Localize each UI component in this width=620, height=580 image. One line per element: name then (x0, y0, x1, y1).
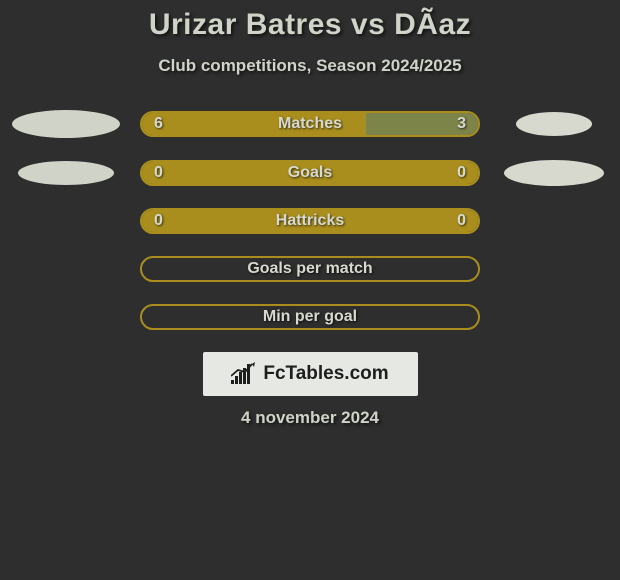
player2-ellipse (504, 160, 604, 186)
stat-value-right: 0 (457, 164, 466, 182)
stat-label: Hattricks (276, 212, 344, 230)
stat-value-left: 0 (154, 164, 163, 182)
stat-row: Min per goal (0, 304, 620, 330)
player2-ellipse (516, 112, 592, 136)
page-title: Urizar Batres vs DÃ­az (0, 8, 620, 42)
logo-box[interactable]: FcTables.com (203, 352, 418, 396)
date: 4 november 2024 (0, 408, 620, 428)
stat-value-left: 6 (154, 115, 163, 133)
stat-value-left: 0 (154, 212, 163, 230)
ellipse-slot-left (10, 161, 122, 185)
ellipse-slot-right (498, 160, 610, 186)
stat-row: 0 0 Hattricks (0, 208, 620, 234)
stat-bar: 0 0 Hattricks (140, 208, 480, 234)
stat-label: Goals (288, 164, 332, 182)
comparison-panel: Urizar Batres vs DÃ­az Club competitions… (0, 0, 620, 580)
stats-rows: 6 3 Matches 0 0 Goals 0 0 Hattricks Goals per mat… (0, 110, 620, 330)
ellipse-slot-left (10, 110, 122, 138)
stat-bar: Min per goal (140, 304, 480, 330)
logo-text: FcTables.com (263, 363, 388, 385)
stat-label: Matches (278, 115, 342, 133)
stat-bar: Goals per match (140, 256, 480, 282)
ellipse-slot-right (498, 112, 610, 136)
subtitle: Club competitions, Season 2024/2025 (0, 56, 620, 76)
stat-label: Min per goal (263, 308, 357, 326)
stat-value-right: 3 (457, 115, 466, 133)
stat-row: Goals per match (0, 256, 620, 282)
stat-label: Goals per match (247, 260, 372, 278)
stat-row: 6 3 Matches (0, 110, 620, 138)
stat-bar: 0 0 Goals (140, 160, 480, 186)
player1-ellipse (18, 161, 114, 185)
player1-ellipse (12, 110, 120, 138)
fctables-icon (231, 362, 257, 386)
stat-value-right: 0 (457, 212, 466, 230)
stat-bar: 6 3 Matches (140, 111, 480, 137)
stat-row: 0 0 Goals (0, 160, 620, 186)
